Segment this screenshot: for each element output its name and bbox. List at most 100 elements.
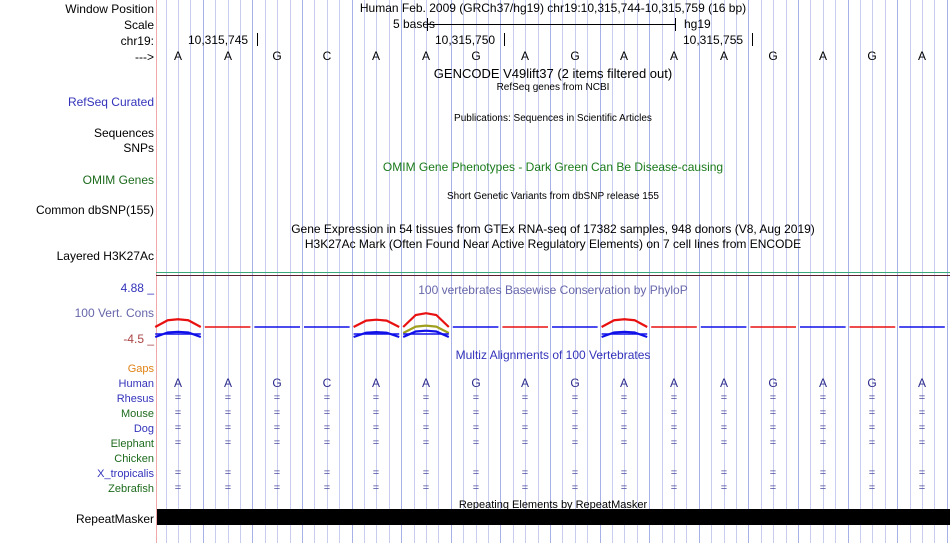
alignment-match-mark: = (323, 407, 331, 419)
alignment-match-mark: = (472, 467, 480, 479)
alignment-match-mark: = (571, 392, 579, 404)
alignment-match-mark: = (472, 392, 480, 404)
track-title-dbsnp[interactable]: Short Genetic Variants from dbSNP releas… (447, 191, 659, 202)
alignment-match-mark: = (323, 392, 331, 404)
base-letter: A (669, 49, 678, 63)
track-label-cons-min[interactable]: -4.5 _ (123, 332, 154, 346)
alignment-row-rhesus[interactable]: = = = = = = = = = = = = = = = = (0, 393, 950, 408)
alignment-match-mark: = (174, 467, 182, 479)
ruler-label-0: 10,315,745 (188, 33, 249, 47)
alignment-match-mark: = (769, 407, 777, 419)
alignment-row-mouse[interactable]: = = = = = = = = = = = = = = = = (0, 408, 950, 423)
alignment-base: C (322, 376, 332, 390)
alignment-match-mark: = (372, 467, 380, 479)
base-letter: G (867, 49, 877, 63)
base-letter: A (619, 49, 628, 63)
track-label-scale[interactable]: Scale (123, 18, 154, 32)
conservation-top-border (156, 275, 950, 276)
track-label-species-dog[interactable]: Dog (133, 423, 154, 435)
track-label-species-mouse[interactable]: Mouse (120, 408, 154, 420)
track-title-multiz[interactable]: Multiz Alignments of 100 Vertebrates (455, 348, 651, 362)
alignment-match-mark: = (720, 422, 728, 434)
alignment-match-mark: = (422, 392, 430, 404)
alignment-match-mark: = (323, 437, 331, 449)
alignment-match-mark: = (769, 467, 777, 479)
alignment-base: G (768, 376, 778, 390)
alignment-match-mark: = (224, 422, 232, 434)
track-label-chrom[interactable]: chr19: (120, 34, 154, 48)
data-area-left-border (156, 0, 157, 543)
track-title-gencode[interactable]: GENCODE V49lift37 (2 items filtered out) (433, 66, 673, 81)
track-title-publications[interactable]: Publications: Sequences in Scientific Ar… (454, 113, 652, 124)
scale-bar-segment (427, 24, 675, 25)
alignment-match-mark: = (224, 482, 232, 494)
alignment-match-mark: = (620, 482, 628, 494)
track-label-species-elephant[interactable]: Elephant (110, 438, 154, 450)
alignment-match-mark: = (174, 407, 182, 419)
alignment-match-mark: = (422, 482, 430, 494)
alignment-row-zebrafish[interactable]: = = = = = = = = = = = = = = = = (0, 483, 950, 498)
alignment-match-mark: = (571, 482, 579, 494)
alignment-base: A (421, 376, 430, 390)
track-title-omim[interactable]: OMIM Gene Phenotypes - Dark Green Can Be… (382, 160, 724, 174)
alignment-match-mark: = (819, 392, 827, 404)
track-label-sequences[interactable]: Sequences (93, 126, 154, 140)
track-label-species-x-tropicalis[interactable]: X_tropicalis (97, 468, 154, 480)
base-letter: A (818, 49, 827, 63)
track-title-refseq-ncbi[interactable]: RefSeq genes from NCBI (496, 82, 610, 93)
alignment-match-mark: = (174, 422, 182, 434)
alignment-base: A (371, 376, 380, 390)
track-label-species-human[interactable]: Human (118, 378, 154, 390)
alignment-match-mark: = (323, 482, 331, 494)
track-label-species-chicken[interactable]: Chicken (114, 453, 154, 465)
alignment-match-mark: = (472, 407, 480, 419)
track-label-window-position[interactable]: Window Position (65, 2, 154, 16)
track-label-cons-track[interactable]: 100 Vert. Cons (74, 306, 154, 320)
track-label-refseq-curated[interactable]: RefSeq Curated (67, 95, 154, 109)
alignment-match-mark: = (769, 482, 777, 494)
alignment-row-elephant[interactable]: = = = = = = = = = = = = = = = = (0, 438, 950, 453)
alignment-row-x_tropicalis[interactable]: = = = = = = = = = = = = = = = = (0, 468, 950, 483)
base-letter: A (371, 49, 380, 63)
ruler-tick-1 (504, 33, 505, 46)
alignment-match-mark: = (521, 422, 529, 434)
track-label-cons-max[interactable]: 4.88 _ (120, 281, 154, 295)
base-letter: A (173, 49, 182, 63)
track-label-gaps[interactable]: Gaps (127, 363, 154, 375)
track-title-h3k27ac[interactable]: H3K27Ac Mark (Often Found Near Active Re… (304, 237, 802, 251)
alignment-row-dog[interactable]: = = = = = = = = = = = = = = = = (0, 423, 950, 438)
track-label-repeatmasker[interactable]: RepeatMasker (75, 512, 154, 526)
alignment-match-mark: = (918, 392, 926, 404)
alignment-match-mark: = (422, 422, 430, 434)
alignment-match-mark: = (868, 422, 876, 434)
base-letter: C (322, 49, 332, 63)
track-title-gtex[interactable]: Gene Expression in 54 tissues from GTEx … (291, 222, 815, 236)
alignment-match-mark: = (819, 422, 827, 434)
scale-bar-segment (675, 18, 676, 31)
alignment-match-mark: = (174, 437, 182, 449)
alignment-match-mark: = (273, 392, 281, 404)
ruler-tick-0 (257, 33, 258, 46)
base-letter: G (471, 49, 481, 63)
track-label-common-dbsnp[interactable]: Common dbSNP(155) (35, 203, 154, 217)
track-label-layered-h3k27ac[interactable]: Layered H3K27Ac (56, 249, 154, 263)
base-letter: A (719, 49, 728, 63)
track-label-strand-arrow[interactable]: ---> (135, 50, 154, 64)
alignment-match-mark: = (670, 422, 678, 434)
alignment-match-mark: = (174, 482, 182, 494)
track-label-species-zebrafish[interactable]: Zebrafish (108, 483, 154, 495)
assembly-tag: hg19 (684, 17, 711, 31)
alignment-match-mark: = (521, 437, 529, 449)
track-label-omim-genes[interactable]: OMIM Genes (82, 173, 154, 187)
track-label-species-rhesus[interactable]: Rhesus (116, 393, 154, 405)
alignment-match-mark: = (620, 437, 628, 449)
alignment-match-mark: = (224, 407, 232, 419)
track-title-phylop[interactable]: 100 vertebrates Basewise Conservation by… (418, 283, 688, 297)
track-label-snps[interactable]: SNPs (123, 141, 154, 155)
alignment-match-mark: = (174, 392, 182, 404)
alignment-match-mark: = (819, 467, 827, 479)
alignment-match-mark: = (620, 392, 628, 404)
alignment-match-mark: = (422, 407, 430, 419)
